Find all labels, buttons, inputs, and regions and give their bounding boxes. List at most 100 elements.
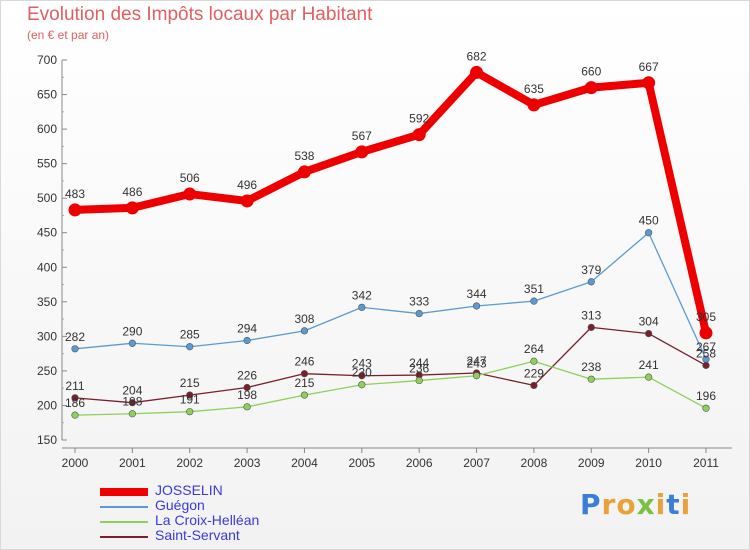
- data-point: [186, 391, 194, 399]
- data-label: 486: [122, 185, 142, 199]
- legend-swatch: [100, 488, 148, 496]
- logo-letter: x: [636, 488, 656, 521]
- data-label: 660: [581, 65, 601, 79]
- data-label: 342: [352, 288, 372, 302]
- logo-letter: P: [580, 488, 602, 521]
- data-label: 229: [524, 366, 544, 380]
- y-tick-label: 350: [37, 295, 57, 309]
- logo-letter: r: [601, 488, 617, 521]
- data-point: [645, 330, 653, 338]
- legend-label: La Croix-Helléan: [155, 512, 260, 528]
- data-label: 196: [696, 389, 716, 403]
- data-label: 379: [581, 263, 601, 277]
- legend-swatch: [100, 521, 148, 523]
- logo-letter: i: [655, 488, 667, 521]
- data-point: [128, 399, 136, 407]
- data-label: 243: [352, 357, 372, 371]
- legend-label: Guégon: [155, 497, 205, 513]
- data-point: [530, 357, 538, 365]
- data-point: [243, 403, 251, 411]
- data-point: [186, 408, 194, 416]
- data-point: [472, 372, 481, 380]
- data-point: [243, 336, 251, 345]
- data-point: [71, 411, 79, 419]
- data-point: [587, 323, 595, 331]
- legend-label: Saint-Servant: [155, 527, 240, 543]
- data-point: [243, 383, 251, 392]
- y-tick-label: 250: [37, 364, 57, 378]
- data-label: 483: [65, 187, 85, 201]
- data-point: [128, 339, 136, 347]
- data-label: 246: [294, 355, 314, 369]
- data-point: [355, 145, 369, 159]
- data-point: [530, 297, 538, 305]
- data-label: 294: [237, 322, 257, 336]
- data-label: 333: [409, 295, 429, 309]
- x-tick-label: 2007: [463, 456, 490, 470]
- data-label: 226: [237, 368, 257, 382]
- x-tick-label: 2009: [578, 456, 605, 470]
- data-label: 290: [122, 324, 142, 338]
- data-label: 264: [524, 342, 544, 356]
- data-point: [240, 194, 254, 208]
- data-label: 538: [294, 149, 314, 163]
- data-point: [358, 303, 366, 311]
- data-point: [645, 229, 653, 237]
- data-point: [587, 278, 595, 286]
- data-point: [300, 391, 309, 399]
- data-label: 238: [581, 360, 601, 374]
- data-point: [68, 203, 82, 217]
- data-point: [300, 370, 309, 378]
- data-label: 215: [180, 376, 200, 390]
- data-point: [300, 327, 309, 335]
- data-label: 635: [524, 82, 544, 96]
- x-tick-label: 2001: [119, 456, 146, 470]
- data-label: 188: [122, 395, 142, 409]
- data-label: 258: [696, 346, 716, 360]
- data-label: 304: [639, 315, 659, 329]
- data-label: 450: [639, 214, 659, 228]
- series-line-0: [71, 68, 710, 337]
- data-label: 344: [467, 287, 487, 301]
- x-tick-label: 2008: [521, 456, 548, 470]
- data-label: 191: [180, 393, 200, 407]
- x-tick-label: 2000: [62, 456, 89, 470]
- data-label: 247: [467, 354, 487, 368]
- chart-subtitle: (en € et par an): [27, 28, 110, 42]
- data-label: 282: [65, 330, 85, 344]
- data-label: 243: [467, 357, 487, 371]
- data-point: [702, 361, 710, 369]
- data-label: 241: [639, 358, 659, 372]
- data-label: 285: [180, 328, 200, 342]
- logo-letter: t: [666, 488, 681, 521]
- legend-swatch: [100, 506, 148, 508]
- data-label: 567: [352, 129, 372, 143]
- data-label: 236: [409, 362, 429, 376]
- data-label: 204: [122, 384, 142, 398]
- y-tick-label: 300: [37, 329, 57, 343]
- data-label: 305: [696, 310, 716, 324]
- data-label: 592: [409, 112, 429, 126]
- data-point: [125, 201, 139, 215]
- y-tick-label: 500: [37, 191, 57, 205]
- series-line-1: [74, 232, 707, 360]
- y-tick-label: 200: [37, 398, 57, 412]
- y-tick-label: 700: [37, 53, 57, 67]
- series-lines: [68, 65, 713, 419]
- data-point: [415, 309, 423, 318]
- data-point: [530, 381, 538, 390]
- data-point: [699, 326, 713, 340]
- data-label: 211: [65, 379, 84, 393]
- data-point: [358, 381, 366, 389]
- data-point: [472, 302, 481, 310]
- data-point: [645, 373, 653, 381]
- x-tick-label: 2004: [291, 456, 318, 470]
- data-label: 230: [352, 366, 372, 380]
- y-tick-label: 550: [37, 157, 57, 171]
- data-point: [297, 165, 311, 179]
- data-label: 308: [294, 312, 314, 326]
- x-tick-label: 2002: [176, 456, 203, 470]
- data-point: [415, 376, 423, 385]
